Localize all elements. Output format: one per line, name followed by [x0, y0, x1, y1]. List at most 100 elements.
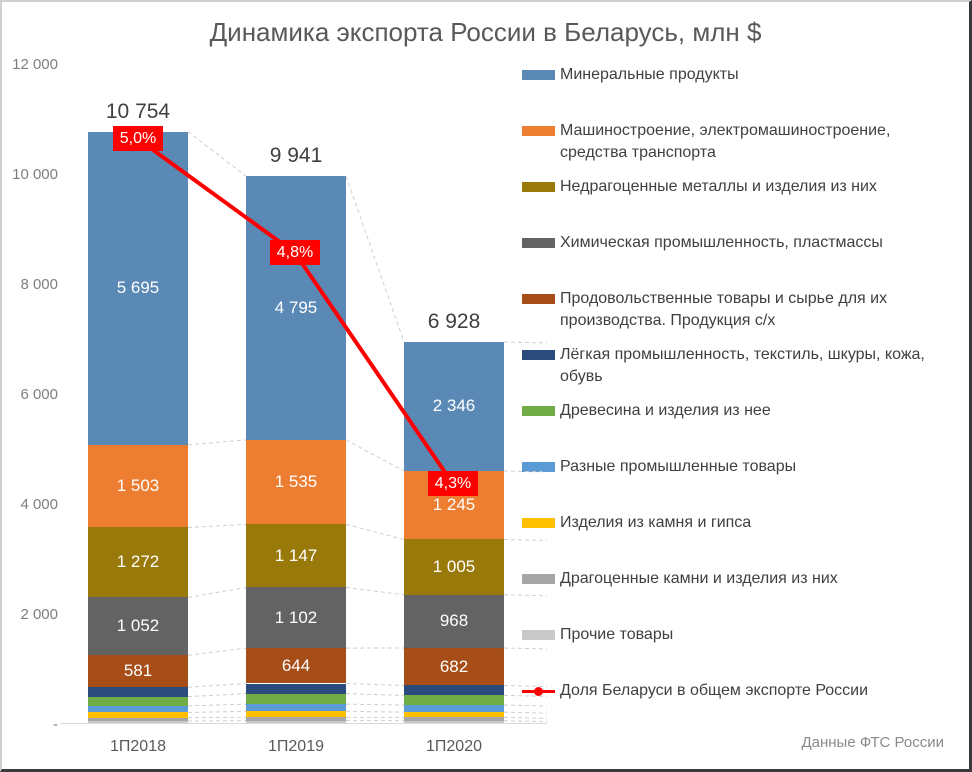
bar-segment: 1 503 [88, 444, 188, 528]
legend-item: Драгоценные камни и изделия из них [522, 568, 925, 590]
legend: Минеральные продукты Машиностроение, элек… [522, 2, 969, 769]
bar-segment [404, 695, 504, 705]
bar-segment [246, 720, 346, 723]
share-value-label: 5,0% [113, 126, 163, 151]
bar-value-label: 1 052 [116, 616, 160, 636]
legend-swatch-icon [522, 518, 555, 528]
bar-value-label: 1 272 [116, 552, 160, 572]
bar-segment [88, 705, 188, 713]
total-label: 6 928 [427, 309, 481, 333]
y-tick-label: 6 000 [20, 386, 58, 403]
bar-segment: 682 [404, 647, 504, 686]
line-series-marker-icon [522, 687, 555, 696]
legend-label: Изделия из камня и гипса [560, 514, 752, 531]
bar-value-label: 644 [281, 655, 311, 675]
bar-segment [88, 712, 188, 718]
bar-segment [246, 704, 346, 712]
bar-value-label: 1 535 [274, 472, 318, 492]
share-value-label: 4,3% [428, 471, 478, 496]
total-label: 9 941 [269, 144, 323, 168]
x-tick-label: 1П2020 [426, 738, 482, 755]
legend-item: Лёгкая промышленность, текстиль, шкуры, … [522, 344, 925, 388]
legend-item: Минеральные продукты [522, 64, 925, 86]
legend-item: Разные промышленные товары [522, 456, 925, 478]
legend-label: Древесина и изделия из нее [560, 402, 771, 419]
legend-item: Продовольственные товары и сырье для их … [522, 288, 925, 332]
legend-swatch-icon [522, 182, 555, 192]
bar-segment [246, 711, 346, 718]
legend-label: Машиностроение, электромашиностроение, с… [560, 122, 891, 161]
bar-segment: 1 147 [246, 524, 346, 588]
line-series-dot-icon [534, 687, 543, 696]
bar-segment [88, 721, 188, 723]
legend-swatch-icon [522, 126, 555, 136]
legend-item: Машиностроение, электромашиностроение, с… [522, 120, 925, 164]
legend-item: Древесина и изделия из нее [522, 400, 925, 422]
bar-segment: 1 102 [246, 587, 346, 649]
y-tick-label: 8 000 [20, 276, 58, 293]
bar-segment [246, 693, 346, 705]
y-tick-label: 2 000 [20, 606, 58, 623]
bar-segment: 1 535 [246, 439, 346, 525]
bar-value-label: 682 [439, 656, 469, 676]
bar-segment [88, 717, 188, 722]
series-connector-line [187, 439, 247, 446]
y-tick-label: 10 000 [12, 166, 58, 183]
bar-value-label: 1 102 [274, 607, 318, 627]
legend-item: Прочие товары [522, 624, 925, 646]
legend-swatch-icon [522, 238, 555, 248]
bar-segment: 5 695 [88, 131, 188, 445]
bar-segment: 1 005 [404, 539, 504, 595]
legend-swatch-icon [522, 462, 555, 472]
series-connector-line [345, 710, 405, 713]
bar-segment: 581 [88, 655, 188, 688]
bar-segment [404, 705, 504, 713]
chart-title: Динамика экспорта России в Беларусь, млн… [209, 17, 762, 47]
y-tick-label: 4 000 [20, 496, 58, 513]
total-label: 10 754 [105, 99, 171, 123]
bar-value-label: 5 695 [116, 278, 160, 298]
series-connector-line [187, 523, 247, 528]
bar-segment [404, 720, 504, 723]
legend-swatch-icon [522, 406, 555, 416]
legend-item: Изделия из камня и гипса [522, 512, 925, 534]
legend-swatch-icon [522, 70, 555, 80]
series-connector-line [187, 586, 247, 598]
bar-segment [246, 717, 346, 721]
series-connector-line [187, 703, 247, 707]
bar-segment [88, 687, 188, 697]
series-connector-line [187, 683, 247, 688]
legend-swatch-icon [522, 630, 555, 640]
bar-segment [404, 712, 504, 718]
bar-segment: 968 [404, 594, 504, 648]
bar-segment: 1 272 [88, 527, 188, 598]
legend-label: Драгоценные камни и изделия из них [560, 570, 838, 587]
legend-item: Недрагоценные металлы и изделия из них [522, 176, 925, 198]
series-connector-line [345, 703, 405, 706]
source-note: Данные ФТС России [801, 734, 944, 751]
bar-segment: 2 346 [404, 341, 504, 471]
legend-label: Прочие товары [560, 626, 674, 643]
x-axis-line [60, 723, 547, 724]
bar-segment: 4 795 [246, 176, 346, 440]
bar-value-label: 968 [439, 611, 469, 631]
bar-value-label: 1 503 [116, 476, 160, 496]
series-connector-line [345, 693, 405, 696]
legend-label: Недрагоценные металлы и изделия из них [560, 178, 877, 195]
x-tick-label: 1П2018 [110, 738, 166, 755]
legend-item: Химическая промышленность, пластмассы [522, 232, 925, 254]
bar-value-label: 1 147 [274, 545, 318, 565]
series-connector-line [345, 439, 405, 472]
bar-segment: 644 [246, 648, 346, 684]
y-tick-label: 12 000 [12, 56, 58, 73]
bar-value-label: 1 245 [432, 495, 476, 515]
series-connector-line [187, 710, 247, 713]
bar-segment: 1 052 [88, 597, 188, 656]
series-connector-line [187, 693, 247, 698]
legend-label: Доля Беларуси в общем экспорте России [560, 682, 869, 699]
bar-segment [88, 696, 188, 706]
bar-value-label: 2 346 [432, 396, 476, 416]
legend-label: Химическая промышленность, пластмассы [560, 234, 883, 251]
y-tick-label: - [53, 716, 58, 733]
